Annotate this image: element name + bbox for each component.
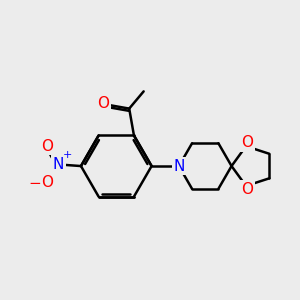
Text: O: O: [241, 182, 253, 196]
Text: −: −: [28, 176, 41, 191]
Text: O: O: [241, 136, 253, 151]
Text: O: O: [97, 96, 109, 111]
Text: O: O: [41, 139, 53, 154]
Text: O: O: [41, 175, 53, 190]
Text: N: N: [53, 157, 64, 172]
Text: N: N: [173, 159, 184, 174]
Text: +: +: [63, 151, 72, 160]
